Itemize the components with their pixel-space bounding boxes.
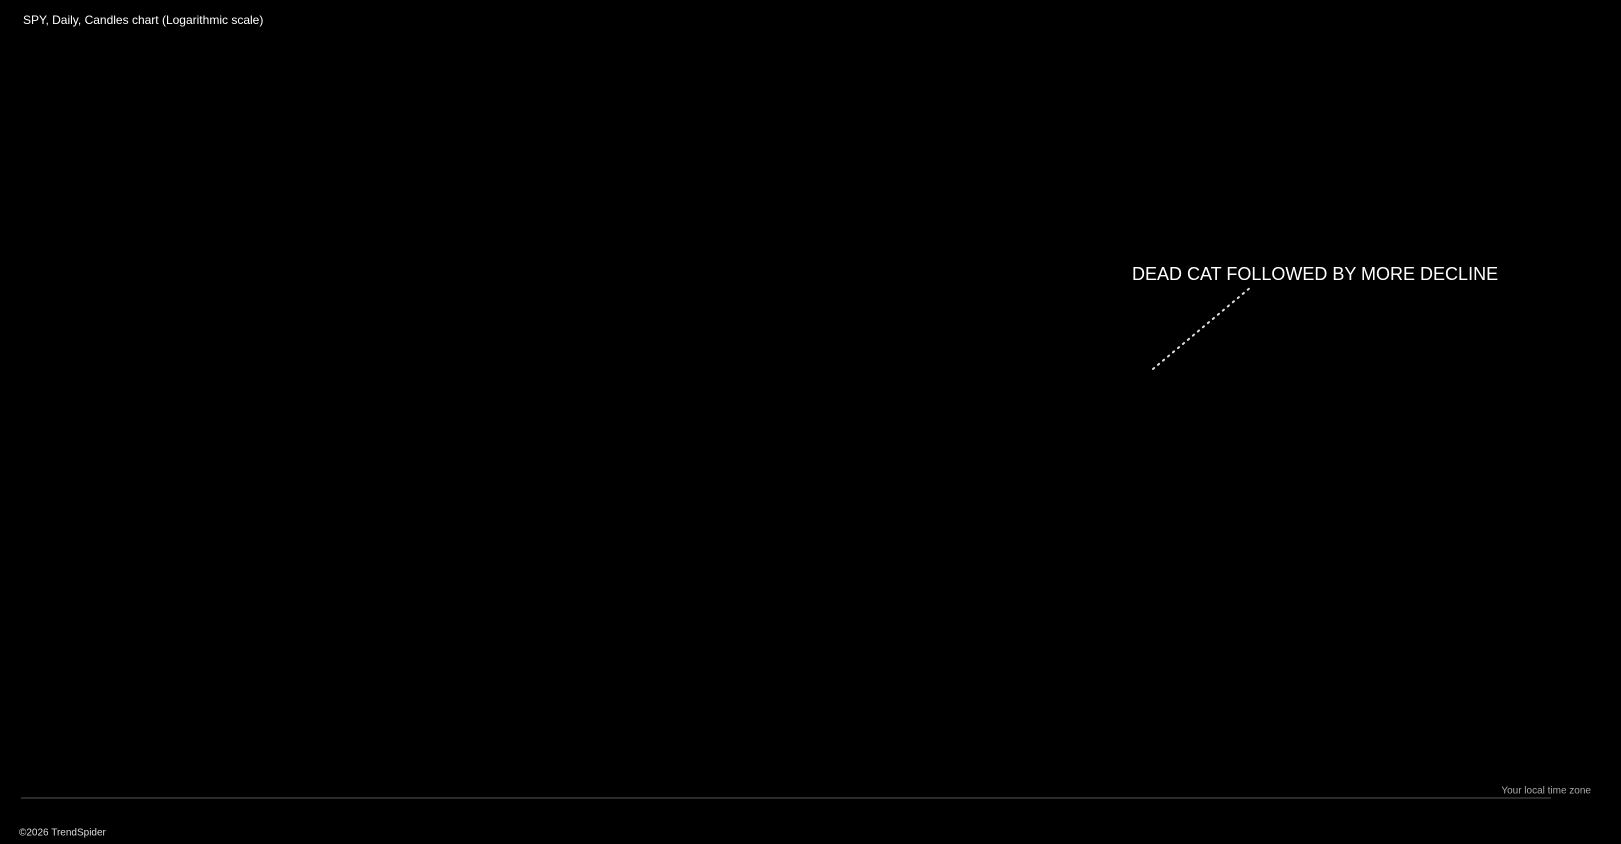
annotation-pointer [1152, 286, 1252, 370]
annotation: DEAD CAT FOLLOWED BY MORE DECLINE [1132, 264, 1498, 284]
timezone-note: Your local time zone [1501, 786, 1591, 797]
chart-title: SPY, Daily, Candles chart (Logarithmic s… [23, 13, 263, 27]
copyright: ©2026 TrendSpider [19, 828, 107, 839]
